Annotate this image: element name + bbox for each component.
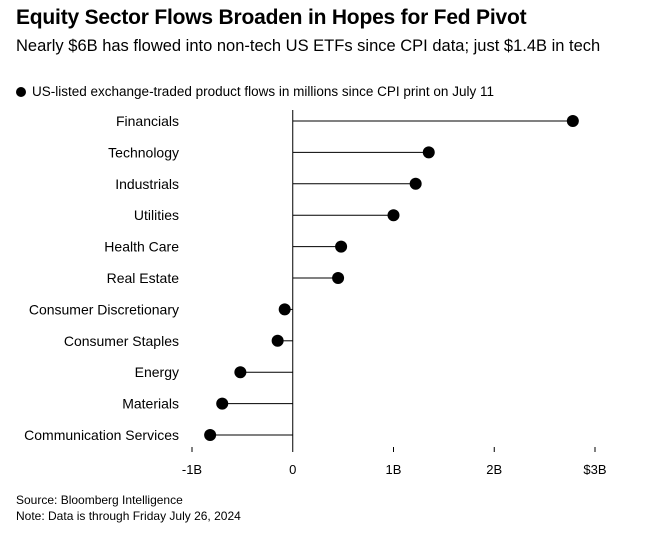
marker-consumer-discretionary xyxy=(278,303,291,316)
category-label-energy: Energy xyxy=(135,364,179,380)
x-tick-label-4: $3B xyxy=(583,462,606,477)
legend: US-listed exchange-traded product flows … xyxy=(16,84,494,99)
marker-energy xyxy=(234,366,247,379)
marker-utilities xyxy=(387,209,400,222)
x-tick-label-3: 2B xyxy=(486,462,502,477)
marker-consumer-staples xyxy=(271,334,284,347)
category-label-financials: Financials xyxy=(116,113,179,129)
marker-financials xyxy=(566,115,579,127)
data-note: Note: Data is through Friday July 26, 20… xyxy=(16,509,241,523)
marker-industrials xyxy=(409,177,422,190)
category-label-utilities: Utilities xyxy=(134,207,179,223)
x-tick-label-0: -1B xyxy=(182,462,202,477)
category-label-communication-services: Communication Services xyxy=(24,427,179,443)
x-tick-label-1: 0 xyxy=(289,462,296,477)
chart-title: Equity Sector Flows Broaden in Hopes for… xyxy=(16,6,527,29)
marker-communication-services xyxy=(204,429,217,441)
marker-technology xyxy=(422,146,435,159)
legend-label: US-listed exchange-traded product flows … xyxy=(32,84,494,99)
category-label-consumer-staples: Consumer Staples xyxy=(64,333,179,349)
chart-subtitle: Nearly $6B has flowed into non-tech US E… xyxy=(16,37,601,55)
category-label-consumer-discretionary: Consumer Discretionary xyxy=(29,301,179,317)
marker-real-estate xyxy=(332,272,345,284)
legend-marker-icon xyxy=(16,86,26,97)
marker-materials xyxy=(216,397,229,410)
category-label-industrials: Industrials xyxy=(115,176,179,192)
category-label-health-care: Health Care xyxy=(104,239,179,255)
category-label-technology: Technology xyxy=(108,144,179,160)
marker-health-care xyxy=(335,240,348,253)
source-note: Source: Bloomberg Intelligence xyxy=(16,493,183,507)
category-label-materials: Materials xyxy=(122,396,179,412)
category-label-real-estate: Real Estate xyxy=(107,270,180,286)
x-tick-label-2: 1B xyxy=(386,462,402,477)
